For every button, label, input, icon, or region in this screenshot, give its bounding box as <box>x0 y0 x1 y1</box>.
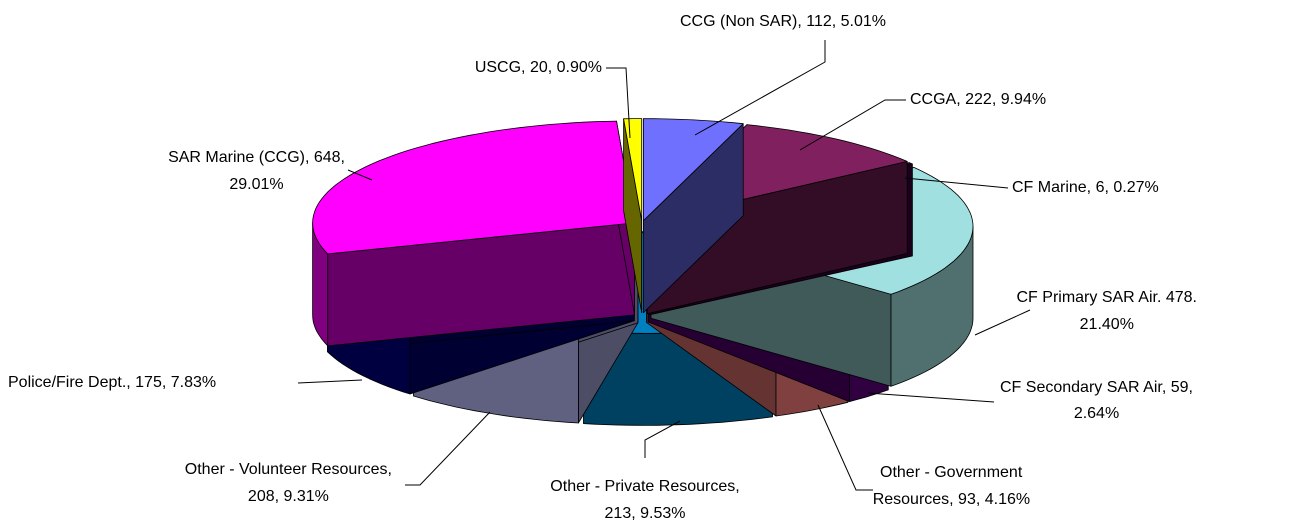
data-label: 29.01% <box>229 176 283 193</box>
data-label: Police/Fire Dept., 175, 7.83% <box>8 374 216 391</box>
leader-line <box>405 411 491 486</box>
slice <box>623 118 643 313</box>
data-label: CCG (Non SAR), 112, 5.01% <box>680 13 886 30</box>
data-label: 21.40% <box>1080 316 1134 333</box>
data-label: Other - Private Resources, <box>550 478 739 495</box>
leader-line <box>347 169 373 181</box>
leader-line <box>694 40 826 136</box>
leader-line <box>606 67 631 139</box>
leader-line <box>974 309 1031 336</box>
data-label: CF Primary SAR Air. 478. <box>1017 289 1198 306</box>
data-label: CF Marine, 6, 0.27% <box>1012 179 1159 196</box>
data-label: CCGA, 222, 9.94% <box>910 91 1046 108</box>
leader-line <box>817 404 873 491</box>
slice-top <box>643 118 744 222</box>
data-label: Resources, 93, 4.16% <box>873 491 1030 508</box>
leader-line <box>297 379 363 384</box>
data-label: SAR Marine (CCG), 648, <box>168 149 345 166</box>
data-label: 213, 9.53% <box>605 505 686 522</box>
data-label: Other - Government <box>880 464 1023 481</box>
leader-line <box>904 177 1009 189</box>
data-label: Other - Volunteer Resources, <box>185 461 392 478</box>
data-label: 2.64% <box>1074 405 1119 422</box>
data-label: 208, 9.31% <box>248 488 329 505</box>
data-label: USCG, 20, 0.90% <box>475 59 602 76</box>
leader-line <box>799 99 906 151</box>
data-label: CF Secondary SAR Air, 59, <box>1000 379 1193 396</box>
slice <box>643 118 744 314</box>
slice <box>312 120 635 347</box>
slice-top <box>623 118 643 221</box>
leader-line <box>867 392 995 403</box>
leader-line <box>644 420 681 458</box>
labels: CCG (Non SAR), 112, 5.01% CCGA, 222, 9.94… <box>8 13 1197 522</box>
pie <box>312 118 974 426</box>
slice-top <box>312 120 635 255</box>
